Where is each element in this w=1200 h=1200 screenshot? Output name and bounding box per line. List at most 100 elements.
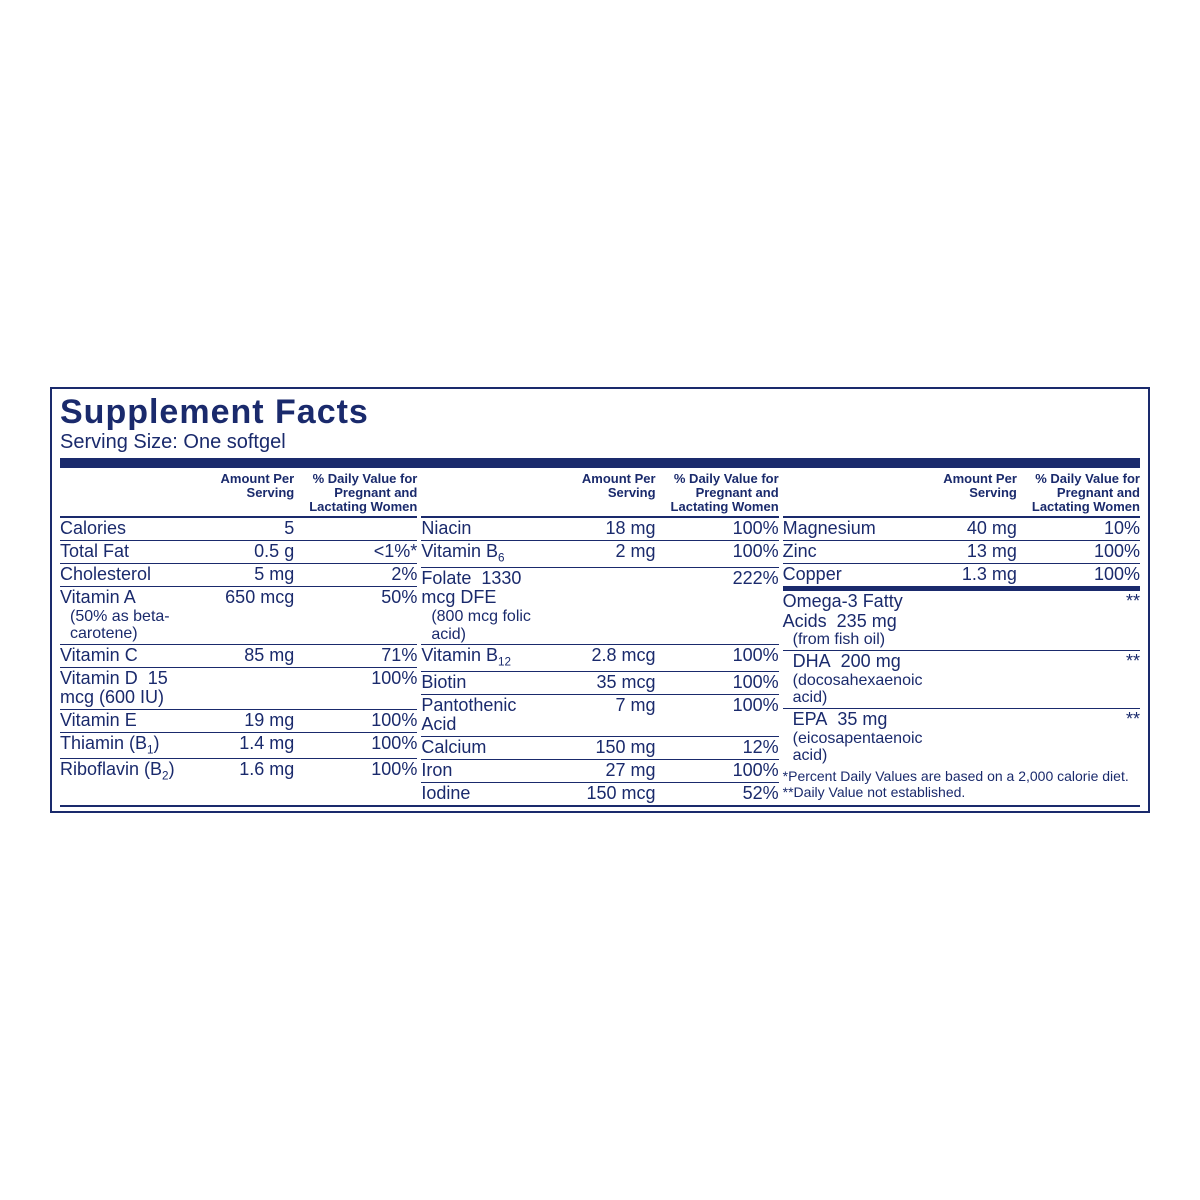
nutrient-dv: <1%* <box>300 542 417 562</box>
column-a: Amount Per Serving % Daily Value for Pre… <box>60 470 417 804</box>
columns-wrap: Amount Per Serving % Daily Value for Pre… <box>60 470 1140 804</box>
nutrient-dv: 100% <box>300 669 417 689</box>
nutrient-row: Vitamin C85 mg71% <box>60 645 417 668</box>
serving-size: Serving Size: One softgel <box>60 431 1140 454</box>
nutrient-dv: 100% <box>300 734 417 754</box>
nutrient-name: Thiamin (B1) <box>60 734 188 757</box>
nutrient-dv: 50% <box>300 588 417 608</box>
header-dv: % Daily Value for Pregnant and Lactating… <box>662 472 779 513</box>
nutrient-row: Pantothenic Acid7 mg100% <box>421 695 778 738</box>
nutrient-amount: 2 mg <box>549 542 661 562</box>
nutrient-dv: 71% <box>300 646 417 666</box>
col-header: Amount Per Serving % Daily Value for Pre… <box>421 470 778 518</box>
nutrient-dv: 100% <box>662 519 779 539</box>
nutrient-row: Total Fat0.5 g<1%* <box>60 541 417 564</box>
bottom-border <box>60 805 1140 807</box>
nutrient-name: Magnesium <box>783 519 911 539</box>
nutrient-amount: 1.6 mg <box>188 760 300 780</box>
nutrient-amount: 35 mcg <box>549 673 661 693</box>
nutrient-name: DHA 200 mg(docosahexaenoic acid) <box>783 652 923 707</box>
nutrient-name: Biotin <box>421 673 549 693</box>
nutrient-row: Biotin35 mcg100% <box>421 672 778 695</box>
nutrient-row: Vitamin B62 mg100% <box>421 541 778 567</box>
nutrient-row: Cholesterol5 mg2% <box>60 564 417 587</box>
nutrient-amount: 1.3 mg <box>910 565 1022 585</box>
header-dv: % Daily Value for Pregnant and Lactating… <box>1023 472 1140 513</box>
nutrient-amount: 5 mg <box>188 565 300 585</box>
header-amount: Amount Per Serving <box>910 472 1022 513</box>
nutrient-row: Folate 1330 mcg DFE(800 mcg folic acid)2… <box>421 568 778 646</box>
nutrient-dv: ** <box>1023 592 1140 612</box>
nutrient-name: Calcium <box>421 738 549 758</box>
col-header: Amount Per Serving % Daily Value for Pre… <box>60 470 417 518</box>
nutrient-name: Copper <box>783 565 911 585</box>
nutrient-dv: 100% <box>300 760 417 780</box>
nutrient-row: Copper1.3 mg100% <box>783 564 1140 591</box>
nutrient-name: Vitamin D 15 mcg (600 IU) <box>60 669 188 709</box>
nutrient-dv: 100% <box>662 646 779 666</box>
nutrient-dv: 100% <box>662 673 779 693</box>
nutrient-row: Niacin18 mg100% <box>421 518 778 541</box>
nutrient-amount: 2.8 mcg <box>549 646 661 666</box>
nutrient-amount: 13 mg <box>910 542 1022 562</box>
nutrient-row: Vitamin A(50% as beta-carotene)650 mcg50… <box>60 587 417 645</box>
nutrient-dv: 10% <box>1023 519 1140 539</box>
nutrient-dv: 12% <box>662 738 779 758</box>
nutrient-name: Vitamin A(50% as beta-carotene) <box>60 588 188 643</box>
nutrient-row: Iron27 mg100% <box>421 760 778 783</box>
nutrient-amount: 150 mcg <box>549 784 661 804</box>
nutrient-name: Calories <box>60 519 188 539</box>
nutrient-row: Zinc13 mg100% <box>783 541 1140 564</box>
nutrient-name: Zinc <box>783 542 911 562</box>
nutrient-name: Omega-3 Fatty Acids 235 mg(from fish oil… <box>783 592 911 649</box>
footnote-line: *Percent Daily Values are based on a 2,0… <box>783 768 1140 784</box>
nutrient-amount: 1.4 mg <box>188 734 300 754</box>
nutrient-row: Calories5 <box>60 518 417 541</box>
panel-title: Supplement Facts <box>60 395 1140 429</box>
nutrient-dv: 100% <box>662 761 779 781</box>
nutrient-row: Thiamin (B1)1.4 mg100% <box>60 733 417 759</box>
nutrient-name: Vitamin B6 <box>421 542 549 565</box>
nutrient-name: Cholesterol <box>60 565 188 585</box>
nutrient-row: Vitamin B122.8 mcg100% <box>421 645 778 671</box>
nutrient-dv: ** <box>1029 652 1140 672</box>
nutrient-name: Vitamin E <box>60 711 188 731</box>
nutrient-dv: 100% <box>1023 542 1140 562</box>
nutrient-name: Riboflavin (B2) <box>60 760 188 783</box>
nutrient-row: Magnesium40 mg10% <box>783 518 1140 541</box>
column-b: Amount Per Serving % Daily Value for Pre… <box>421 470 778 804</box>
nutrient-amount: 7 mg <box>549 696 661 716</box>
nutrient-dv: 100% <box>662 696 779 716</box>
nutrient-row: DHA 200 mg(docosahexaenoic acid) ** <box>783 651 1140 709</box>
nutrient-name: Iodine <box>421 784 549 804</box>
column-c: Amount Per Serving % Daily Value for Pre… <box>783 470 1140 804</box>
nutrient-dv: 100% <box>300 711 417 731</box>
nutrient-dv: 100% <box>1023 565 1140 585</box>
nutrient-row: Omega-3 Fatty Acids 235 mg(from fish oil… <box>783 591 1140 651</box>
nutrient-dv: 52% <box>662 784 779 804</box>
nutrient-name: Iron <box>421 761 549 781</box>
nutrient-amount: 5 <box>188 519 300 539</box>
divider-bar <box>60 458 1140 468</box>
nutrient-name: Vitamin C <box>60 646 188 666</box>
header-dv: % Daily Value for Pregnant and Lactating… <box>300 472 417 513</box>
nutrient-amount: 150 mg <box>549 738 661 758</box>
nutrient-name: Vitamin B12 <box>421 646 549 669</box>
nutrient-name: Total Fat <box>60 542 188 562</box>
nutrient-amount: 18 mg <box>549 519 661 539</box>
nutrient-row: Vitamin E19 mg100% <box>60 710 417 733</box>
nutrient-name: EPA 35 mg(eicosapentaenoic acid) <box>783 710 923 765</box>
nutrient-amount: 85 mg <box>188 646 300 666</box>
nutrient-dv: 2% <box>300 565 417 585</box>
supplement-facts-panel: Supplement Facts Serving Size: One softg… <box>50 387 1150 812</box>
nutrient-dv: ** <box>1029 710 1140 730</box>
nutrient-name: Folate 1330 mcg DFE(800 mcg folic acid) <box>421 569 549 644</box>
nutrient-dv: 100% <box>662 542 779 562</box>
nutrient-name: Niacin <box>421 519 549 539</box>
col-header: Amount Per Serving % Daily Value for Pre… <box>783 470 1140 518</box>
nutrient-row: Iodine150 mcg52% <box>421 783 778 805</box>
footnotes: *Percent Daily Values are based on a 2,0… <box>783 766 1140 800</box>
nutrient-row: Calcium150 mg12% <box>421 737 778 760</box>
nutrient-row: EPA 35 mg(eicosapentaenoic acid) ** <box>783 709 1140 766</box>
nutrient-amount: 0.5 g <box>188 542 300 562</box>
